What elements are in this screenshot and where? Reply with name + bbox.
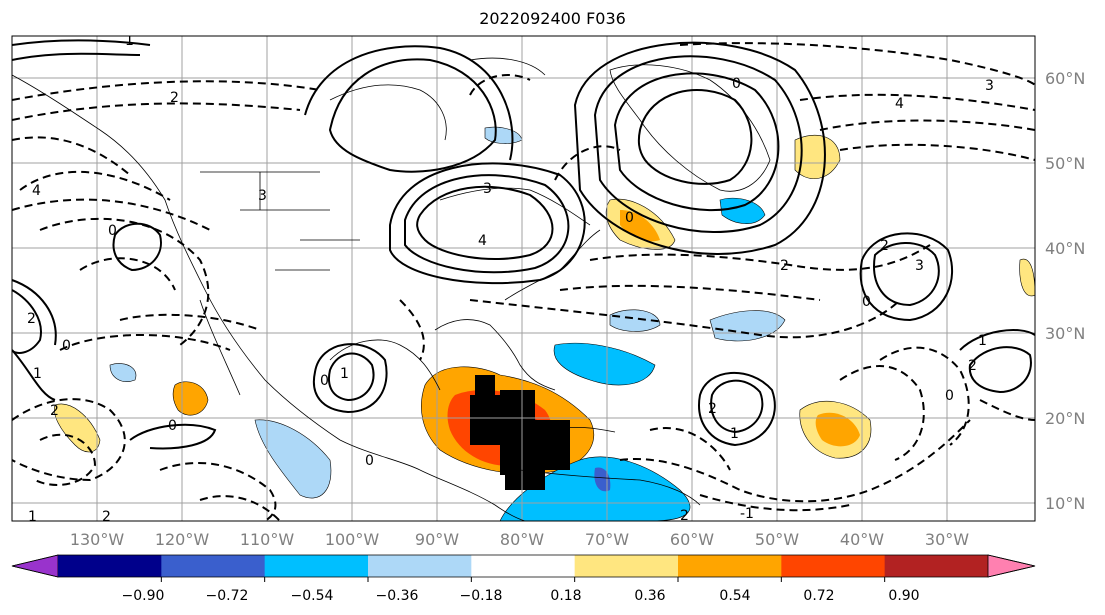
- colorbar-extend-low: [11, 554, 59, 578]
- lat-label: 40°N: [1045, 239, 1085, 258]
- contour-label: 0: [625, 210, 634, 226]
- contour-label: -1: [740, 506, 754, 522]
- contour-label: 0: [62, 338, 71, 354]
- contour-label: 1: [125, 33, 134, 49]
- contour-label: 1: [978, 333, 987, 349]
- contour-label: 4: [32, 183, 41, 199]
- colorbar-tick-label: 0.54: [719, 588, 750, 604]
- colorbar-segment: [368, 555, 472, 577]
- contour-label: 2: [708, 401, 717, 417]
- longitude-labels: 130°W 120°W 110°W 100°W 90°W 80°W 70°W 6…: [70, 530, 969, 549]
- colorbar-tick-label: −0.36: [376, 588, 419, 604]
- colorbar-tick-label: 0.90: [888, 588, 919, 604]
- contour-label: 1: [28, 509, 37, 525]
- lon-label: 90°W: [415, 530, 459, 549]
- contour-label: 0: [732, 76, 741, 92]
- contour-label: 3: [985, 78, 994, 94]
- contours-solid: [12, 39, 1035, 450]
- lat-label: 60°N: [1045, 69, 1085, 88]
- colorbar-segment: [264, 555, 369, 577]
- lon-label: 80°W: [500, 530, 544, 549]
- lon-label: 60°W: [670, 530, 714, 549]
- latitude-labels: 60°N 50°N 40°N 30°N 20°N 10°N: [1045, 69, 1085, 513]
- lon-label: 40°W: [840, 530, 884, 549]
- colorbar-tick-label: −0.90: [122, 588, 165, 604]
- coastlines: [12, 57, 771, 521]
- contour-label-group: 1 2 4 3 3 4 0 0 0 2 0 1 0 1 0 2 1 -1 2 3…: [27, 33, 994, 525]
- contour-label: 0: [168, 418, 177, 434]
- contour-label: 3: [483, 181, 492, 197]
- contour-label: 2: [968, 358, 977, 374]
- map-area: 1 2 4 3 3 4 0 0 0 2 0 1 0 1 0 2 1 -1 2 3…: [12, 33, 1035, 525]
- figure-title: 2022092400 F036: [479, 9, 626, 28]
- contour-label: 4: [895, 96, 904, 112]
- colorbar-segment: [161, 555, 266, 577]
- contour-label: 2: [880, 238, 889, 254]
- contour-label: 0: [365, 453, 374, 469]
- map-frame: [11, 35, 1036, 522]
- lon-label: 100°W: [325, 530, 380, 549]
- contour-label: 2: [27, 311, 36, 327]
- colorbar-tick-label: 0.18: [550, 588, 581, 604]
- contour-label: 0: [108, 223, 117, 239]
- lon-label: 70°W: [585, 530, 629, 549]
- contour-label: 0: [320, 373, 329, 389]
- colorbar: [11, 554, 1036, 582]
- contours-dashed: [12, 42, 1035, 521]
- contour-label: 1: [730, 426, 739, 442]
- contour-label: 3: [258, 188, 267, 204]
- colorbar-tick-label: −0.72: [206, 588, 249, 604]
- contour-label: 4: [478, 233, 487, 249]
- contour-label: 2: [780, 258, 789, 274]
- colorbar-tick-label: −0.54: [291, 588, 334, 604]
- contour-label: 2: [102, 509, 111, 525]
- lat-label: 10°N: [1045, 494, 1085, 513]
- shaded-anomalies: [54, 126, 1035, 521]
- contour-label: 1: [340, 366, 349, 382]
- contour-label: 2: [50, 403, 59, 419]
- colorbar-tick-label: −0.18: [460, 588, 503, 604]
- lat-label: 50°N: [1045, 154, 1085, 173]
- stipple-region: [470, 375, 570, 490]
- contour-label: 1: [33, 366, 42, 382]
- lat-label: 20°N: [1045, 409, 1085, 428]
- contour-label: 2: [680, 508, 689, 524]
- lat-label: 30°N: [1045, 324, 1085, 343]
- contour-label: 3: [915, 258, 924, 274]
- colorbar-segment: [574, 555, 679, 577]
- colorbar-ticks: −0.90 −0.72 −0.54 −0.36 −0.18 0.18 0.36 …: [122, 588, 920, 604]
- colorbar-outline: [11, 554, 1036, 578]
- graticule: [12, 36, 1035, 521]
- contour-label: 0: [862, 294, 871, 310]
- colorbar-segment: [781, 555, 886, 577]
- lon-label: 30°W: [925, 530, 969, 549]
- lon-label: 130°W: [70, 530, 125, 549]
- colorbar-tick-label: 0.36: [634, 588, 665, 604]
- contour-label: 0: [945, 388, 954, 404]
- colorbar-segment: [678, 555, 782, 577]
- colorbar-tick-label: 0.72: [803, 588, 834, 604]
- colorbar-extend-high: [987, 554, 1036, 578]
- colorbar-segment: [884, 555, 989, 577]
- lon-label: 120°W: [155, 530, 210, 549]
- colorbar-segment: [471, 555, 576, 577]
- lon-label: 110°W: [240, 530, 295, 549]
- lon-label: 50°W: [755, 530, 799, 549]
- contour-label: 2: [170, 90, 179, 106]
- colorbar-segment: [58, 555, 162, 577]
